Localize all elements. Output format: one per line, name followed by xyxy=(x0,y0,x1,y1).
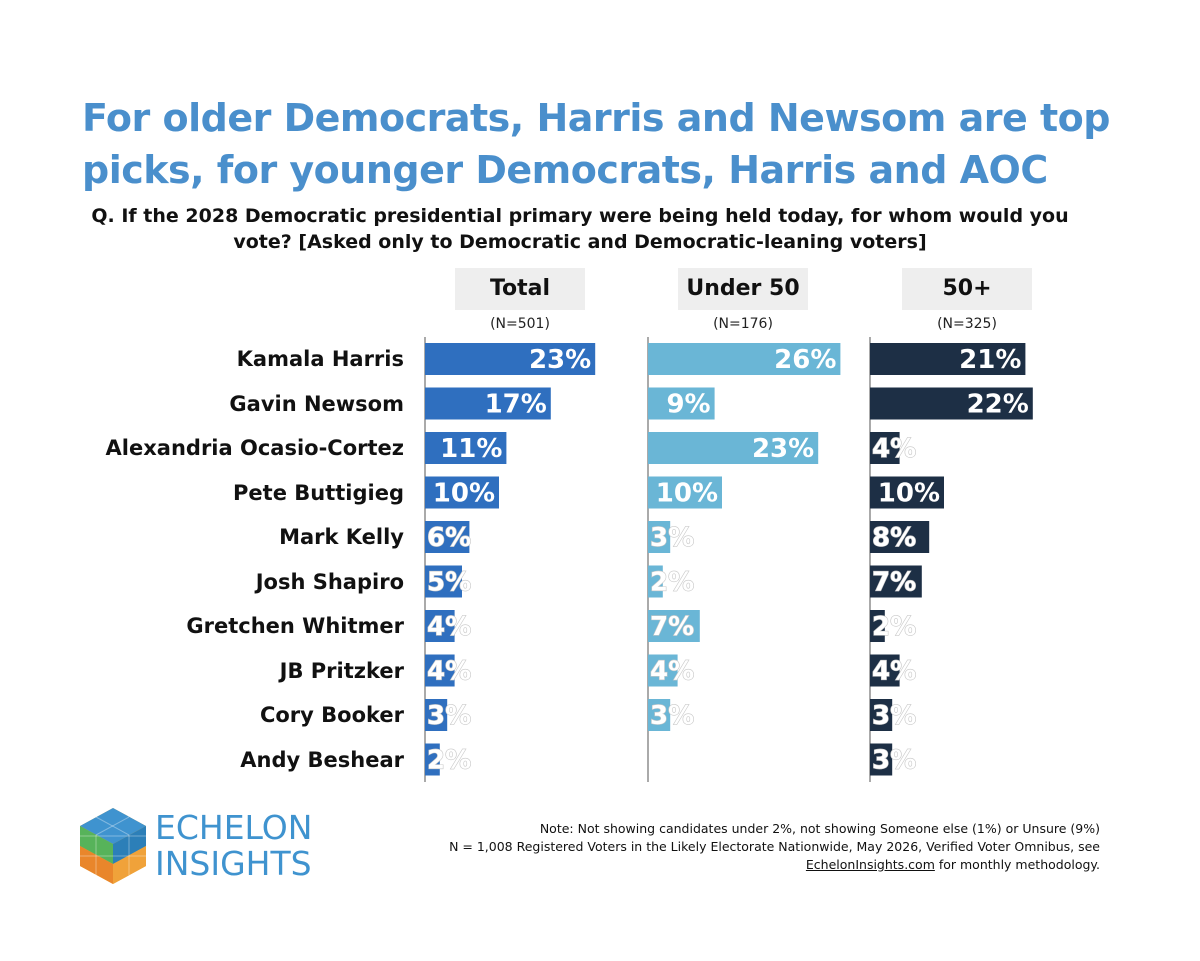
bar xyxy=(425,343,596,375)
data-label: 3% xyxy=(650,701,694,731)
data-label: 5% xyxy=(427,568,471,598)
bar xyxy=(425,743,440,776)
data-label: 4% xyxy=(872,657,916,687)
sample-size-total: (N=501) xyxy=(490,316,550,332)
candidate-label: Josh Shapiro xyxy=(255,569,404,594)
data-label: 10% xyxy=(656,479,718,509)
data-label: 10% xyxy=(878,479,940,509)
bar xyxy=(648,476,722,509)
bar xyxy=(648,343,841,375)
echelon-logo-icon xyxy=(80,808,146,884)
data-label: 7% xyxy=(872,568,916,598)
bar xyxy=(870,476,944,509)
footnote-line-2: N = 1,008 Registered Voters in the Likel… xyxy=(449,839,1100,854)
data-label: 3% xyxy=(650,523,694,553)
candidate-label: Pete Buttigieg xyxy=(233,480,404,505)
bar xyxy=(648,432,819,464)
candidate-label: Cory Booker xyxy=(259,703,404,727)
footnote-line-1: Note: Not showing candidates under 2%, n… xyxy=(539,821,1100,836)
data-label: 10% xyxy=(433,479,495,509)
data-label: 2% xyxy=(872,612,916,642)
candidate-label: Andy Beshear xyxy=(240,747,404,772)
bar xyxy=(870,565,922,598)
data-label: 23% xyxy=(752,434,814,464)
data-label: 3% xyxy=(427,701,471,731)
logo-line-1: ECHELON xyxy=(155,808,313,847)
data-label: 4% xyxy=(427,612,471,642)
candidate-label: Kamala Harris xyxy=(236,347,404,371)
methodology-link[interactable]: EchelonInsights.com xyxy=(805,857,935,872)
candidate-label: Alexandria Ocasio-Cortez xyxy=(105,436,404,460)
data-label: 4% xyxy=(872,434,916,464)
column-header-total: Total xyxy=(455,268,585,310)
bar xyxy=(425,565,462,598)
bar xyxy=(425,699,448,731)
bar xyxy=(648,387,715,420)
bar xyxy=(870,432,900,464)
data-label: 21% xyxy=(959,345,1021,375)
data-label: 4% xyxy=(650,657,694,687)
data-label: 4% xyxy=(427,657,471,687)
data-label: 22% xyxy=(967,390,1029,420)
candidate-label: Gretchen Whitmer xyxy=(186,614,404,638)
logo-line-2: INSIGHTS xyxy=(155,844,312,883)
footnote-line-3: for monthly methodology. xyxy=(934,857,1100,872)
data-label: 2% xyxy=(650,568,694,598)
bar xyxy=(648,610,700,642)
column-header-under-50: Under 50 xyxy=(678,268,808,310)
data-label: 11% xyxy=(440,434,502,464)
data-label: 26% xyxy=(774,345,836,375)
candidate-label: Gavin Newsom xyxy=(229,391,404,416)
data-label: 3% xyxy=(872,701,916,731)
data-label: 8% xyxy=(872,523,916,553)
data-label: 23% xyxy=(529,345,591,375)
chart-title: For older Democrats, Harris and Newsom a… xyxy=(82,96,1110,192)
bar xyxy=(648,699,671,731)
bar xyxy=(870,387,1033,420)
bar xyxy=(870,654,900,687)
bar xyxy=(870,743,893,776)
data-label: 17% xyxy=(485,390,547,420)
data-label: 2% xyxy=(427,746,471,776)
bar xyxy=(870,521,930,553)
sample-size-under-50: (N=176) xyxy=(713,316,773,332)
bar xyxy=(648,654,678,687)
bar xyxy=(648,521,671,553)
question-text: Q. If the 2028 Democratic presidential p… xyxy=(91,205,1069,253)
data-label: 3% xyxy=(872,746,916,776)
bar xyxy=(425,654,455,687)
column-header-50-plus: 50+ xyxy=(902,268,1032,310)
bar xyxy=(425,432,507,464)
bar xyxy=(870,343,1026,375)
bar xyxy=(870,699,893,731)
data-label: 7% xyxy=(650,612,694,642)
candidate-label: JB Pritzker xyxy=(279,658,404,683)
bar xyxy=(648,565,663,598)
bar xyxy=(425,476,499,509)
bar xyxy=(870,610,885,642)
echelon-logo-text: ECHELON INSIGHTS xyxy=(155,810,312,882)
candidate-label: Mark Kelly xyxy=(279,525,404,549)
data-label: 9% xyxy=(666,390,710,420)
bar xyxy=(425,521,470,553)
footnote: Note: Not showing candidates under 2%, n… xyxy=(400,820,1100,874)
bar xyxy=(425,387,551,420)
bar xyxy=(425,610,455,642)
sample-size-50-plus: (N=325) xyxy=(937,316,997,332)
data-label: 6% xyxy=(427,523,471,553)
